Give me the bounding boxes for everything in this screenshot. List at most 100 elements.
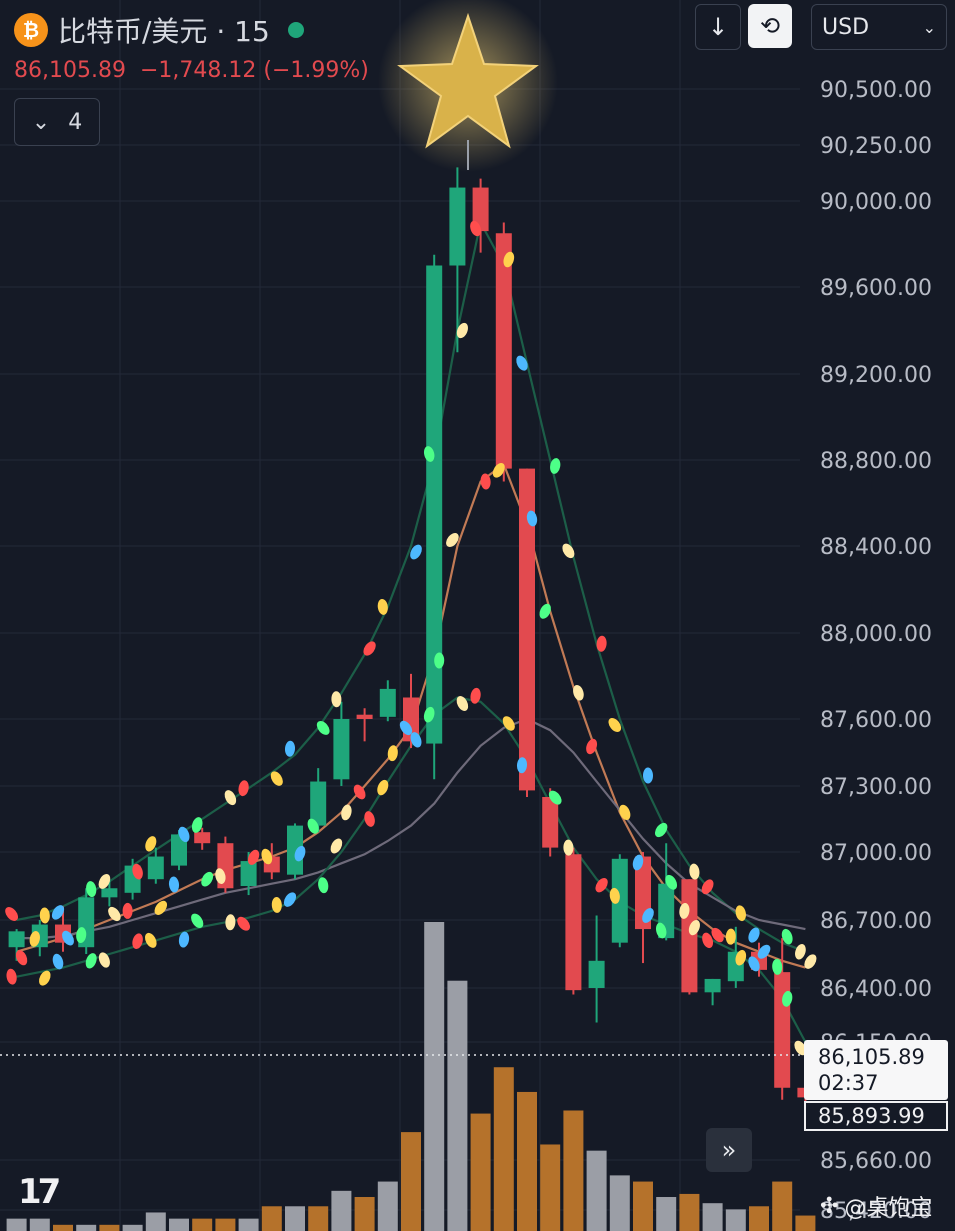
- low-price-tag: 85,893.99: [804, 1101, 948, 1131]
- volume-bar: [122, 1224, 143, 1231]
- light-bulb: [331, 691, 342, 708]
- light-bulb: [772, 958, 783, 975]
- light-bulb: [679, 902, 690, 919]
- volume-bar: [99, 1224, 120, 1231]
- light-bulb: [39, 970, 51, 986]
- candle-body: [194, 832, 211, 844]
- tradingview-logo[interactable]: 17: [18, 1172, 61, 1212]
- light-bulb: [168, 876, 180, 893]
- light-bulb: [688, 919, 700, 936]
- volume-bar: [192, 1218, 213, 1231]
- light-bulb: [132, 863, 143, 880]
- candle-body: [426, 265, 443, 744]
- light-bulb: [377, 598, 388, 615]
- light-bulb: [562, 543, 575, 559]
- volume-bar: [354, 1197, 375, 1231]
- candle-body: [774, 972, 791, 1088]
- light-bulb: [748, 956, 760, 972]
- light-bulb: [434, 652, 445, 669]
- light-bulb: [456, 696, 469, 711]
- candle-body: [472, 187, 489, 232]
- light-bulb: [573, 684, 584, 701]
- y-tick-label: 89,600.00: [820, 276, 932, 301]
- scroll-forward-button[interactable]: »: [706, 1128, 752, 1172]
- light-bulb: [410, 544, 422, 560]
- light-bulb: [62, 930, 74, 946]
- light-bulb: [794, 1040, 807, 1056]
- light-bulb: [76, 927, 87, 944]
- light-bulb: [642, 908, 654, 923]
- light-bulb: [225, 914, 236, 931]
- light-bulb: [15, 950, 28, 966]
- volume-bar: [702, 1203, 723, 1231]
- light-bulb: [609, 887, 620, 904]
- currency-select[interactable]: USD ⌄: [811, 4, 947, 50]
- current-price-tag: 86,105.89 02:37: [804, 1040, 948, 1100]
- light-bulb: [608, 717, 622, 733]
- volume-bar: [633, 1181, 653, 1231]
- volume-bar: [238, 1218, 259, 1231]
- volume-bar: [493, 1067, 514, 1231]
- light-bulb: [702, 932, 714, 949]
- scroll-to-latest-button[interactable]: ↓: [695, 4, 741, 50]
- volume-bar: [424, 922, 445, 1231]
- light-bulb: [6, 968, 17, 985]
- wechat-icon: ✣: [820, 1193, 839, 1219]
- double-chevron-right-icon: »: [721, 1136, 737, 1164]
- light-bulb: [399, 720, 413, 736]
- light-bulb: [191, 817, 203, 833]
- chart-mode-toggle-button[interactable]: ⟲: [748, 4, 792, 48]
- y-tick-label: 86,700.00: [820, 909, 932, 934]
- light-bulb: [550, 458, 561, 474]
- light-bulb: [632, 854, 644, 871]
- volume-bar: [169, 1218, 189, 1231]
- light-bulb: [98, 874, 111, 889]
- candle-body: [565, 854, 582, 991]
- refresh-icon: ⟲: [759, 12, 781, 40]
- light-bulb: [224, 790, 237, 806]
- last-price: 86,105.89: [14, 58, 126, 83]
- moving-average-line: [16, 219, 806, 953]
- light-bulb: [456, 322, 468, 339]
- volume-bar: [29, 1218, 50, 1231]
- light-bulb: [201, 871, 214, 887]
- light-bulb: [330, 838, 343, 854]
- light-bulb: [178, 931, 190, 948]
- light-bulb: [283, 892, 297, 907]
- light-bulb: [237, 916, 251, 931]
- volume-bar: [517, 1091, 537, 1231]
- light-bulb: [98, 952, 110, 968]
- light-bulb: [654, 822, 668, 838]
- light-bulb: [423, 706, 435, 723]
- y-tick-label: 85,660.00: [820, 1149, 932, 1174]
- light-bulb: [595, 878, 608, 893]
- light-bulb: [122, 902, 133, 919]
- light-bulb: [781, 928, 793, 945]
- price-change: −1,748.12 (−1.99%): [139, 58, 369, 83]
- y-tick-label: 90,000.00: [820, 190, 932, 215]
- light-bulb: [701, 879, 714, 895]
- light-bulb: [516, 355, 528, 371]
- volume-bar: [586, 1150, 607, 1231]
- light-bulb: [446, 532, 459, 548]
- candle-body: [333, 719, 350, 780]
- chart-grid: [0, 0, 800, 1231]
- candle-body: [310, 781, 327, 826]
- light-bulb: [782, 990, 793, 1007]
- light-bulb: [52, 953, 64, 970]
- candle-body: [8, 931, 25, 948]
- light-bulb: [178, 826, 190, 843]
- light-bulb: [387, 745, 398, 762]
- symbol-title[interactable]: 比特币/美元 · 15: [58, 15, 270, 48]
- light-bulb: [757, 944, 771, 959]
- current-price-value: 86,105.89: [818, 1045, 925, 1069]
- candle-body: [588, 960, 605, 988]
- y-tick-label: 87,600.00: [820, 708, 932, 733]
- light-bulb: [470, 220, 482, 237]
- light-bulb: [108, 906, 121, 922]
- indicators-toggle-button[interactable]: ⌄ 4: [14, 98, 100, 146]
- volume-bar: [470, 1113, 491, 1231]
- volume-bar: [331, 1190, 352, 1231]
- volume-bars: [6, 922, 816, 1231]
